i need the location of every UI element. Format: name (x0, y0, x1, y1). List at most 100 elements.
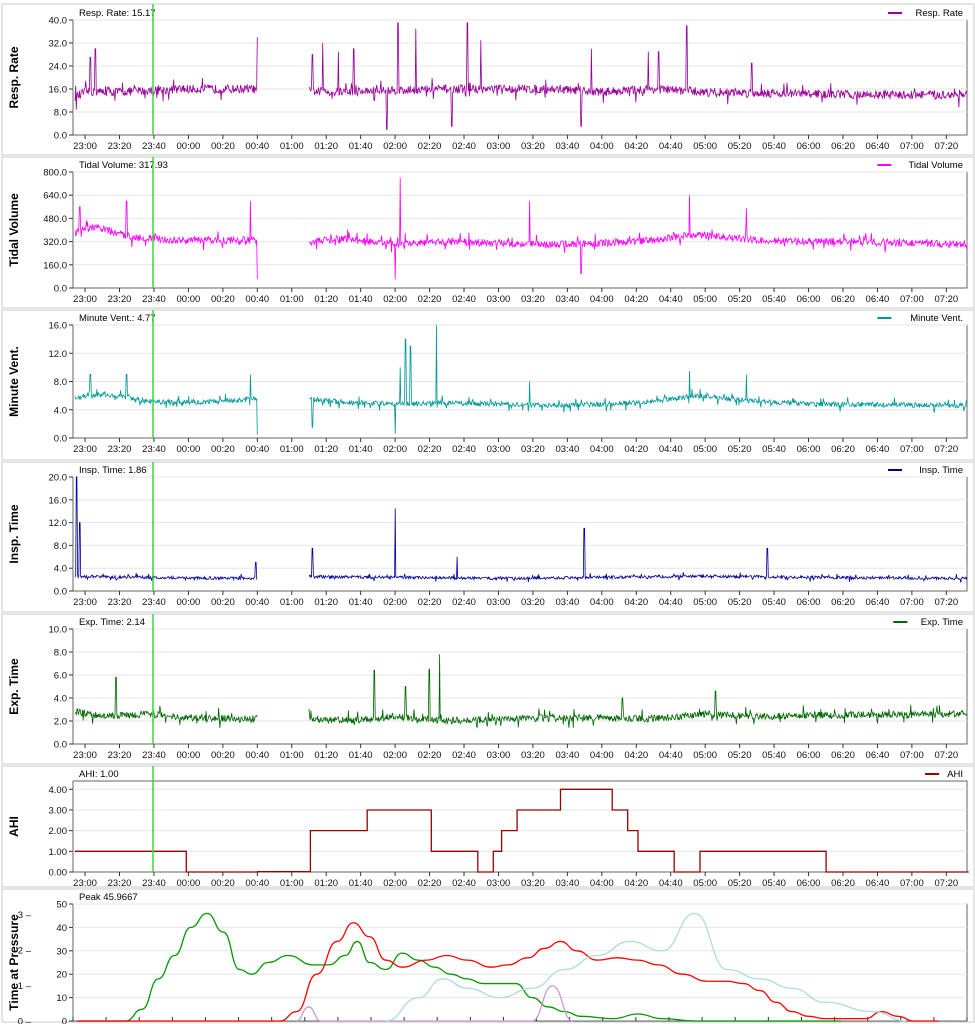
panel-insp-time: 0.0 4.0 8.0 12.0 16.0 20.0 Insp. Time Insp. Tim… (1, 461, 975, 613)
x-tick-label: 03:20 (521, 141, 545, 152)
legend-label: Exp. Time (921, 617, 963, 628)
x-tick-label: 07:20 (934, 878, 958, 889)
x-tick-label: 04:20 (624, 141, 648, 152)
x-tick-label: 23:40 (142, 444, 166, 455)
x-tick-label: 05:00 (693, 444, 717, 455)
x-tick-label: 03:00 (487, 750, 511, 761)
x-tick-label: 07:00 (900, 294, 924, 305)
x-tick-label: 23:20 (108, 750, 132, 761)
x-tick-label: 01:20 (314, 444, 338, 455)
x-tick-label: 01:40 (349, 444, 373, 455)
x-tick-label: 03:20 (521, 444, 545, 455)
x-tick-label: 05:20 (728, 141, 752, 152)
x-tick-label: 01:40 (349, 597, 373, 608)
x-tick-label: 01:00 (280, 750, 304, 761)
x-tick-label: 01:20 (314, 597, 338, 608)
x-tick-label: 07:20 (934, 141, 958, 152)
y2-tick-label: 0 – (18, 1017, 32, 1024)
x-tick-label: 04:20 (624, 294, 648, 305)
panel-time-at-pressure: 0 10 20 30 40 50 0 – 1 – 2 – 3 –Time at Pressure P… (1, 888, 975, 1024)
x-tick-label: 03:00 (487, 141, 511, 152)
legend-label: Insp. Time (919, 465, 963, 476)
x-tick-label: 01:20 (314, 878, 338, 889)
y-tick-label: 16.0 (49, 85, 68, 96)
x-tick-label: 02:00 (383, 444, 407, 455)
y-tick-label: 640.0 (43, 191, 67, 202)
y-tick-label: 8.0 (54, 108, 67, 119)
x-tick-label: 00:40 (245, 750, 269, 761)
x-tick-label: 00:00 (177, 141, 201, 152)
x-tick-label: 01:00 (280, 141, 304, 152)
x-tick-label: 01:00 (280, 294, 304, 305)
x-tick-label: 07:20 (934, 750, 958, 761)
y-tick-label: 8.0 (54, 648, 67, 659)
x-tick-label: 06:40 (866, 294, 890, 305)
x-tick-label: 04:00 (590, 878, 614, 889)
series-line (74, 177, 968, 280)
x-tick-label: 02:00 (383, 750, 407, 761)
x-tick-label: 06:00 (797, 294, 821, 305)
y-tick-label: 0.0 (54, 740, 67, 751)
x-tick-label: 02:00 (383, 141, 407, 152)
x-tick-label: 00:20 (211, 597, 235, 608)
x-tick-label: 03:00 (487, 444, 511, 455)
x-tick-label: 01:20 (314, 294, 338, 305)
x-tick-label: 06:40 (866, 750, 890, 761)
x-tick-label: 07:00 (900, 141, 924, 152)
y-tick-label: 480.0 (43, 214, 67, 225)
x-tick-label: 03:40 (555, 294, 579, 305)
x-tick-label: 07:00 (900, 750, 924, 761)
x-tick-label: 06:20 (831, 444, 855, 455)
y-tick-label: 800.0 (43, 168, 67, 179)
x-tick-label: 00:40 (245, 294, 269, 305)
value-readout: Peak 45.9667 (79, 892, 138, 903)
x-tick-label: 02:20 (418, 444, 442, 455)
y-tick-label: 32.0 (49, 39, 68, 50)
y-tick-label: 6.0 (54, 671, 67, 682)
y-axis-title: Minute Vent. (7, 346, 21, 417)
x-tick-label: 01:20 (314, 141, 338, 152)
series-line (296, 985, 574, 1022)
x-tick-label: 06:00 (797, 444, 821, 455)
x-tick-label: 04:20 (624, 878, 648, 889)
y-tick-label: 16.0 (49, 321, 68, 332)
y-tick-label: 16.0 (49, 495, 68, 506)
x-tick-label: 04:00 (590, 141, 614, 152)
x-tick-label: 01:40 (349, 750, 373, 761)
x-tick-label: 04:40 (659, 750, 683, 761)
x-tick-label: 05:20 (728, 444, 752, 455)
y-axis-title: Tidal Volume (7, 193, 21, 267)
x-tick-label: 02:20 (418, 750, 442, 761)
x-tick-label: 06:40 (866, 597, 890, 608)
plot-area (72, 19, 968, 136)
x-tick-label: 05:40 (762, 597, 786, 608)
x-tick-label: 07:20 (934, 597, 958, 608)
x-tick-label: 06:20 (831, 141, 855, 152)
x-tick-label: 23:40 (142, 750, 166, 761)
x-tick-label: 06:20 (831, 597, 855, 608)
y-tick-label: 10 (56, 993, 67, 1004)
plot-area (72, 476, 968, 592)
x-tick-label: 03:40 (555, 878, 579, 889)
x-tick-label: 06:00 (797, 141, 821, 152)
x-tick-label: 06:40 (866, 444, 890, 455)
x-tick-label: 23:20 (108, 597, 132, 608)
x-tick-label: 00:00 (177, 597, 201, 608)
y2-tick-label: 2 – (18, 946, 32, 957)
y-tick-label: 0.0 (54, 587, 67, 598)
y-tick-label: 160.0 (43, 260, 67, 271)
x-tick-label: 23:20 (108, 141, 132, 152)
x-tick-label: 05:40 (762, 294, 786, 305)
y-tick-label: 2.00 (49, 826, 68, 837)
x-tick-label: 01:40 (349, 878, 373, 889)
y-axis-title: Insp. Time (7, 504, 21, 563)
x-tick-label: 05:40 (762, 444, 786, 455)
series-line (74, 476, 968, 583)
x-tick-label: 23:00 (73, 444, 97, 455)
legend-label: Resp. Rate (915, 8, 963, 19)
x-tick-label: 02:00 (383, 597, 407, 608)
y-tick-label: 4.0 (54, 694, 67, 705)
x-tick-label: 06:00 (797, 750, 821, 761)
x-tick-label: 06:00 (797, 597, 821, 608)
